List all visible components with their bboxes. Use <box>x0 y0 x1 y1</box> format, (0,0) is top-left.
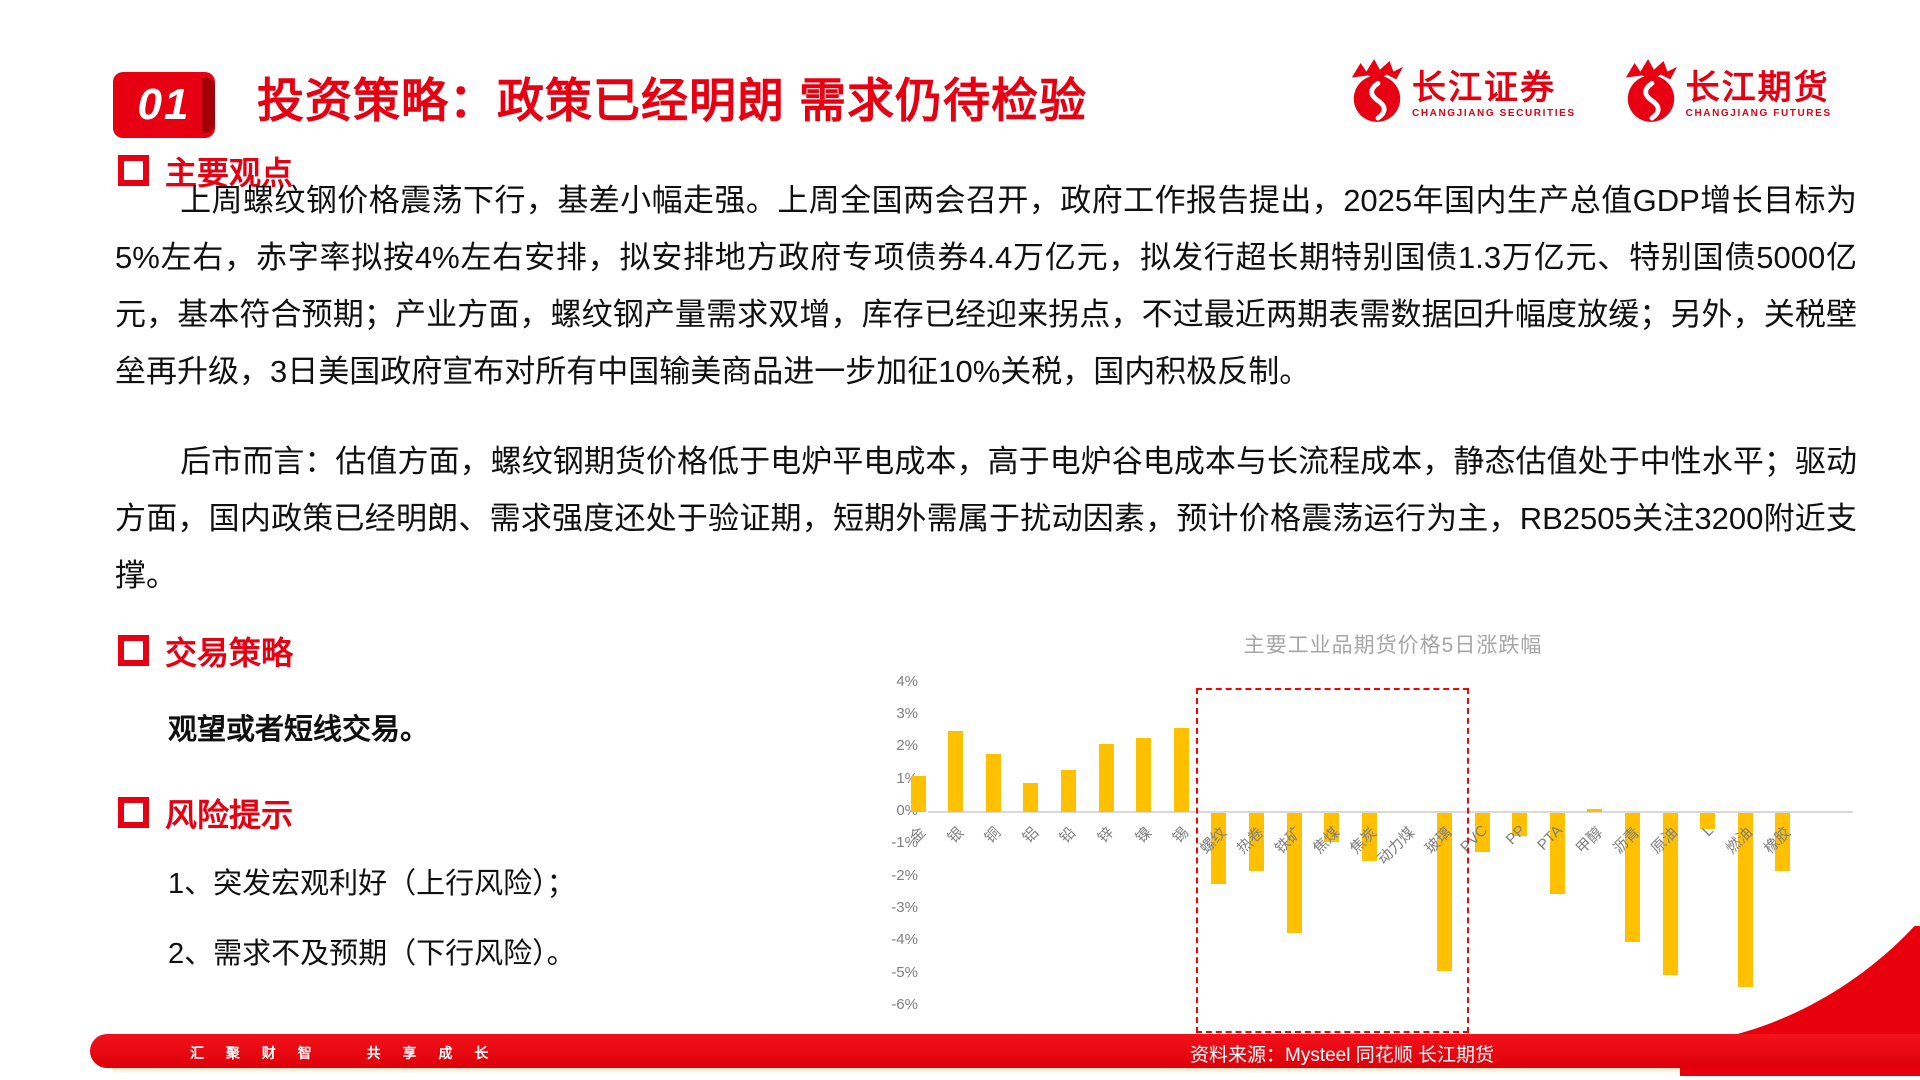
y-axis-tick: -5% <box>891 963 918 981</box>
footer-bar: 汇 聚 财 智 共 享 成 长 资料来源：Mysteel 同花顺 长江期货 <box>90 1034 1920 1068</box>
square-bullet-icon <box>118 635 149 666</box>
risk-item-1: 1、突发宏观利好（上行风险）； <box>168 868 576 900</box>
bar-甲醇 <box>1587 808 1603 812</box>
bar-沥青 <box>1624 813 1640 943</box>
logo-changjiang-futures: 长江期货 CHANGJIANG FUTURES <box>1622 58 1832 124</box>
y-axis-tick: -3% <box>891 898 918 916</box>
section-header-risks: 风险提示 <box>118 790 293 836</box>
bar-玻璃 <box>1436 813 1452 972</box>
strategy-body: 观望或者短线交易。 <box>168 714 430 746</box>
logo-cn: 长江证券 <box>1412 69 1556 107</box>
logo-cn: 长江期货 <box>1685 69 1830 107</box>
footer-slogan-left: 汇 聚 财 智 <box>190 1045 321 1061</box>
y-axis-tick: -4% <box>891 931 918 949</box>
y-axis-tick: -1% <box>891 834 918 852</box>
views-paragraph-2: 后市而言：估值方面，螺纹钢期货价格低于电炉平电成本，高于电炉谷电成本与长流程成本… <box>115 444 1857 593</box>
bar-PP <box>1512 813 1528 836</box>
bar-焦煤 <box>1324 813 1340 843</box>
bar-橡胶 <box>1775 813 1791 872</box>
y-axis-tick: 2% <box>896 737 918 755</box>
views-paragraph-1: 上周螺纹钢价格震荡下行，基差小幅走强。上周全国两会召开，政府工作报告提出，202… <box>115 183 1857 389</box>
y-axis-tick: -6% <box>891 995 918 1013</box>
dragon-icon <box>1351 59 1404 122</box>
section-header-views: 主要观点 <box>118 148 293 194</box>
chart-title: 主要工业品期货价格5日涨跌幅 <box>1243 634 1543 657</box>
bar-L <box>1700 813 1716 830</box>
section-header-label: 风险提示 <box>165 797 294 833</box>
page-title: 投资策略：政策已经明朗 需求仍待检验 <box>257 74 1088 127</box>
x-axis-line <box>928 811 1853 813</box>
logo-en: CHANGJIANG SECURITIES <box>1412 108 1576 119</box>
bar-锡 <box>1173 728 1189 812</box>
bar-银 <box>948 731 964 812</box>
logo-text: 长江期货 CHANGJIANG FUTURES <box>1686 58 1832 119</box>
bar-PTA <box>1549 813 1565 894</box>
square-bullet-icon <box>118 155 149 186</box>
footer-source: 资料来源：Mysteel 同花顺 长江期货 <box>1190 1045 1495 1066</box>
bar-螺纹 <box>1211 813 1227 885</box>
bar-PVC <box>1474 813 1490 852</box>
risk-item-2: 2、需求不及预期（下行风险）。 <box>168 938 576 970</box>
bar-锌 <box>1098 744 1114 812</box>
bar-燃油 <box>1737 813 1753 988</box>
dragon-icon <box>1625 59 1677 122</box>
footer-slogan-right: 共 享 成 长 <box>366 1045 498 1061</box>
footer-slogan: 汇 聚 财 智共 享 成 长 <box>190 1043 497 1063</box>
logo-group: 长江证券 CHANGJIANG SECURITIES 长江期货 CHANGJIA… <box>1348 58 1832 124</box>
highlight-dashed-box <box>1195 688 1470 1033</box>
bar-原油 <box>1662 813 1678 975</box>
bar-金 <box>910 776 926 812</box>
y-axis-tick: -2% <box>891 866 918 884</box>
section-header-label: 交易策略 <box>165 635 294 671</box>
logo-changjiang-securities: 长江证券 CHANGJIANG SECURITIES <box>1348 58 1576 124</box>
bar-铅 <box>1060 770 1076 812</box>
logo-text: 长江证券 CHANGJIANG SECURITIES <box>1412 58 1576 119</box>
bar-铁矿 <box>1286 813 1302 933</box>
bar-热卷 <box>1248 813 1264 872</box>
section-header-label: 主要观点 <box>165 155 294 191</box>
bar-镍 <box>1136 737 1152 812</box>
logo-en: CHANGJIANG FUTURES <box>1685 108 1832 119</box>
square-bullet-icon <box>118 797 149 828</box>
bar-铜 <box>985 753 1001 812</box>
y-axis-tick: 4% <box>896 672 918 690</box>
section-number-badge: 01 <box>113 72 215 138</box>
price-change-bar-chart: 主要工业品期货价格5日涨跌幅 4% 3% 2% 1% 0% -1% -2% -3% -4% -5%… <box>868 615 1878 1065</box>
bar-焦炭 <box>1361 813 1377 862</box>
y-axis-tick: 3% <box>896 705 918 723</box>
section-header-strategy: 交易策略 <box>118 628 293 674</box>
bar-铝 <box>1023 782 1039 812</box>
